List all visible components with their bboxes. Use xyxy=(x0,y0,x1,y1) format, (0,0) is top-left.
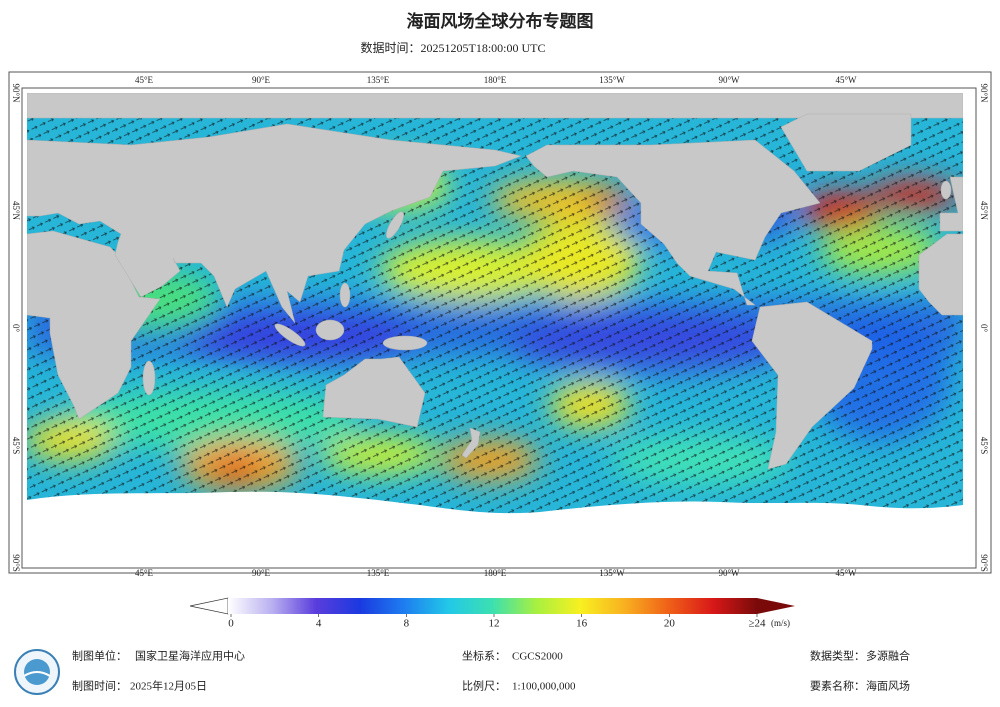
data-type: 多源融合 xyxy=(866,649,910,663)
scale-label: 比例尺： xyxy=(462,679,506,693)
colorbar-tick-label: 0 xyxy=(228,618,234,630)
colorbar-tick-label: 16 xyxy=(576,618,588,630)
lon-label-top: 90°E xyxy=(252,75,271,85)
lon-label-top: 180°E xyxy=(484,75,507,85)
subtitle: 数据时间：20251205T18:00:00 UTC xyxy=(361,40,546,55)
title: 海面风场全球分布专题图 xyxy=(407,11,594,32)
crs: CGCS2000 xyxy=(512,651,563,663)
date-label: 制图时间： xyxy=(72,680,127,693)
axis-labels: 45°E 45°E 90°E 90°E 135°E 135°E 180°E 180°E 135°… xyxy=(11,75,989,578)
producer-label: 制图单位： xyxy=(72,649,127,663)
element: 海面风场 xyxy=(866,679,910,693)
lon-label-top: 90°W xyxy=(718,75,740,85)
lat-label-left: 45°N xyxy=(11,201,21,221)
colorbar-low-arrow xyxy=(189,597,229,615)
lat-label-right: 0° xyxy=(979,324,989,333)
lon-label-top: 45°E xyxy=(135,75,154,85)
lon-label-top: 135°W xyxy=(599,75,625,85)
lon-label-bottom: 135°W xyxy=(599,568,625,578)
lon-label-bottom: 45°W xyxy=(835,568,857,578)
producer: 国家卫星海洋应用中心 xyxy=(135,649,245,663)
colorbar-high-arrow xyxy=(757,598,795,614)
map-inner-frame xyxy=(21,87,977,569)
map xyxy=(27,93,963,563)
colorbar-tick-label: ≥24 xyxy=(748,618,766,630)
colorbar-bar xyxy=(228,598,757,614)
lat-label-left: 0° xyxy=(11,324,21,333)
lat-label-right: 45°N xyxy=(979,201,989,221)
colorbar-tick-label: 12 xyxy=(489,618,500,630)
lat-label-left: 90°S xyxy=(11,554,21,572)
scale: 1:100,000,000 xyxy=(512,681,576,693)
data-type-label: 数据类型： xyxy=(810,649,865,663)
element-label: 要素名称： xyxy=(810,679,865,693)
colorbar-tick-label: 20 xyxy=(664,618,676,630)
lon-label-bottom: 180°E xyxy=(484,568,507,578)
lat-label-left: 90°N xyxy=(11,83,21,103)
lon-label-bottom: 135°E xyxy=(367,568,390,578)
lon-label-bottom: 90°W xyxy=(718,568,740,578)
colorbar-unit: (m/s) xyxy=(771,618,790,628)
colorbar: 0 4 8 12 16 20 ≥24 (m/s) xyxy=(189,597,795,630)
lon-label-top: 135°E xyxy=(367,75,390,85)
land xyxy=(27,93,963,563)
lon-label-top: 45°W xyxy=(835,75,857,85)
lat-label-right: 90°S xyxy=(979,554,989,572)
lon-label-bottom: 90°E xyxy=(252,568,271,578)
antarctica xyxy=(27,491,963,563)
lat-label-right: 45°S xyxy=(979,437,989,455)
colorbar-tick-label: 4 xyxy=(316,618,322,630)
logo xyxy=(14,649,60,695)
colorbar-tick-label: 8 xyxy=(404,618,410,630)
lat-label-left: 45°S xyxy=(11,437,21,455)
lon-label-bottom: 45°E xyxy=(135,568,154,578)
date: 2025年12月05日 xyxy=(130,679,207,693)
crs-label: 坐标系： xyxy=(462,649,506,663)
lat-label-right: 90°N xyxy=(979,83,989,103)
